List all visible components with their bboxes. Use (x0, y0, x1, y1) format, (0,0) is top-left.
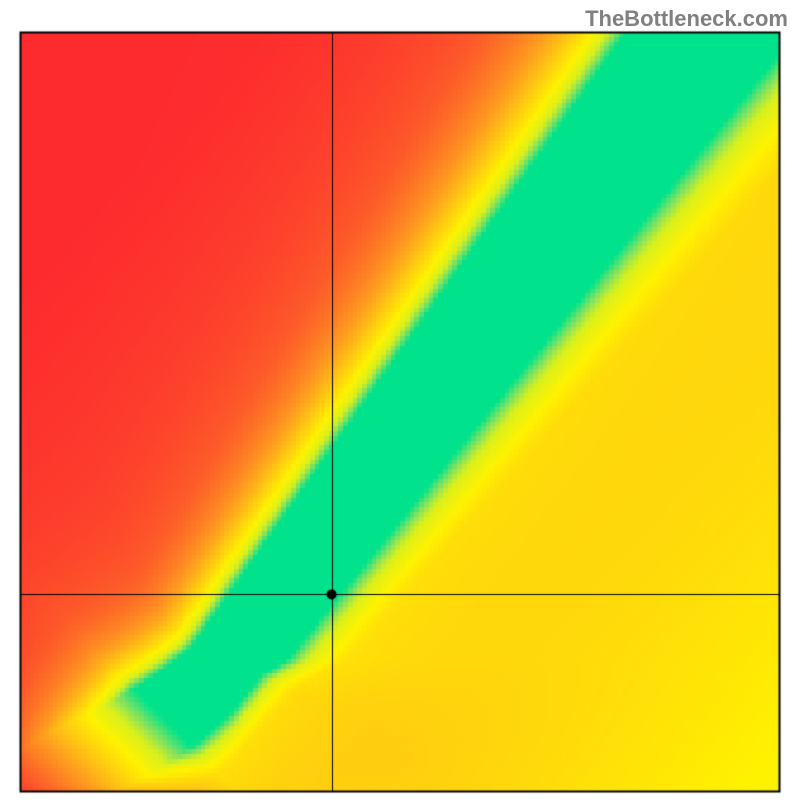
bottleneck-heatmap-chart: TheBottleneck.com (0, 0, 800, 800)
watermark-label: TheBottleneck.com (585, 6, 788, 32)
heatmap-canvas (0, 0, 800, 800)
